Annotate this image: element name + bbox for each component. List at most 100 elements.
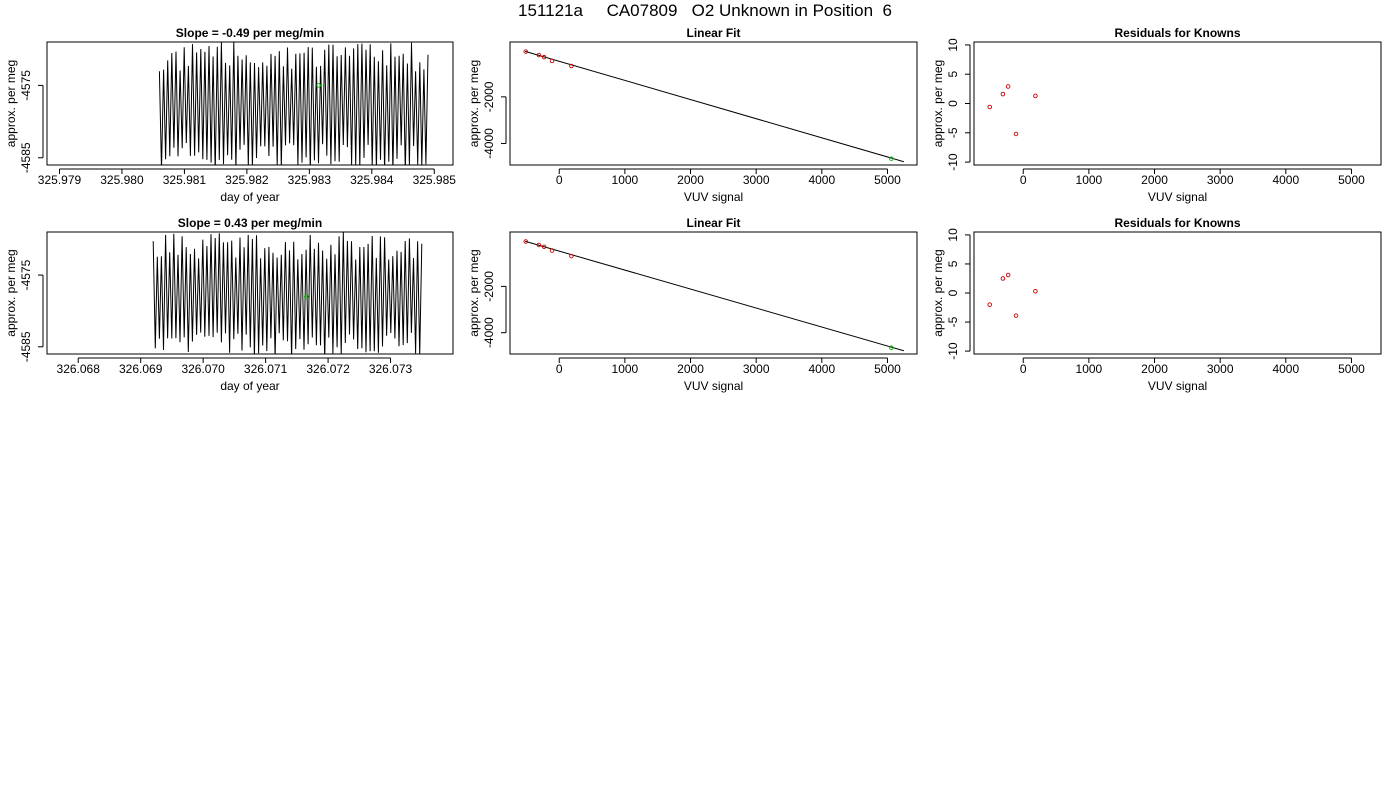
y-axis-label: approx. per meg	[931, 249, 945, 336]
x-axis-label: VUV signal	[684, 190, 743, 204]
x-tick-label: 3000	[743, 362, 770, 376]
x-tick-label: 326.069	[119, 362, 163, 376]
plot-area	[152, 232, 423, 354]
chart-title: Linear Fit	[686, 26, 740, 40]
series-line	[158, 42, 429, 165]
x-tick-label: 325.980	[100, 173, 144, 187]
data-point	[987, 104, 993, 110]
y-axis-label: approx. per meg	[467, 249, 481, 336]
plot-frame	[973, 41, 1382, 166]
y-tick-label: 5	[946, 71, 960, 78]
fit-line	[524, 240, 905, 352]
page-title: 151121a CA07809 O2 Unknown in Position 6	[518, 1, 892, 20]
data-point	[889, 345, 894, 350]
y-axis-label: approx. per meg	[4, 249, 18, 336]
data-point	[1013, 313, 1019, 318]
data-point	[303, 294, 309, 299]
data-point	[569, 253, 574, 259]
data-point	[316, 83, 321, 88]
x-tick-label: 325.985	[413, 173, 457, 187]
x-tick-label: 326.071	[244, 362, 288, 376]
data-point	[1013, 131, 1019, 137]
x-axis-label: VUV signal	[1148, 379, 1207, 393]
data-point	[1033, 93, 1038, 99]
x-tick-label: 0	[556, 173, 563, 187]
x-tick-label: 326.072	[306, 362, 350, 376]
series-line	[152, 232, 423, 354]
x-tick-label: 326.068	[57, 362, 101, 376]
x-tick-label: 1000	[1076, 173, 1103, 187]
y-axis-label: approx. per meg	[931, 60, 945, 147]
chart-panel-1: Slope = -0.49 per meg/min 325.979 325.980 3…	[4, 26, 456, 204]
data-point	[1005, 272, 1011, 278]
y-tick-label: 5	[946, 260, 960, 267]
x-tick-label: 325.982	[225, 173, 269, 187]
data-point	[523, 239, 529, 244]
chart-panel-5: Linear Fit 0 1000 2000 3000 4000 5000 VUV signa…	[467, 216, 918, 393]
plot-area	[158, 42, 429, 165]
plot-area	[523, 49, 905, 163]
plot-frame	[46, 41, 454, 166]
y-tick-label: -2000	[482, 271, 496, 302]
x-tick-label: 326.073	[369, 362, 413, 376]
x-tick-label: 5000	[1338, 173, 1365, 187]
data-point	[1000, 276, 1006, 281]
y-tick-label: -4575	[19, 70, 33, 101]
chart-title: Residuals for Knowns	[1114, 216, 1240, 230]
y-tick-label: -4000	[482, 317, 496, 348]
x-tick-label: 325.979	[38, 173, 82, 187]
y-tick-label: 0	[946, 289, 960, 296]
y-tick-label: 10	[946, 38, 960, 52]
x-tick-label: 1000	[1076, 362, 1103, 376]
y-axis-label: approx. per meg	[4, 60, 18, 147]
x-axis-label: VUV signal	[684, 379, 743, 393]
chart-panel-2: Linear Fit 0 1000 2000 3000 4000 5000 VUV signa…	[467, 26, 918, 204]
data-point	[987, 302, 993, 307]
data-point	[569, 63, 574, 69]
x-tick-label: 325.983	[288, 173, 332, 187]
x-tick-label: 1000	[612, 173, 639, 187]
data-point	[1005, 84, 1011, 89]
x-axis-label: VUV signal	[1148, 190, 1207, 204]
x-tick-label: 1000	[612, 362, 639, 376]
plot-area	[523, 239, 905, 352]
plot-area	[987, 84, 1038, 137]
x-tick-label: 4000	[808, 173, 835, 187]
x-tick-label: 2000	[1141, 173, 1168, 187]
plot-frame	[973, 231, 1382, 355]
x-tick-label: 3000	[1207, 173, 1234, 187]
y-tick-label: -4585	[19, 142, 33, 173]
x-tick-label: 4000	[1272, 362, 1299, 376]
chart-panel-6: Residuals for Knowns 0 1000 2000 3000 4000 500…	[931, 216, 1382, 393]
x-tick-label: 2000	[1141, 362, 1168, 376]
x-tick-label: 0	[1020, 173, 1027, 187]
x-tick-label: 4000	[808, 362, 835, 376]
fit-line	[524, 50, 905, 163]
y-axis-label: approx. per meg	[467, 60, 481, 147]
data-point	[523, 49, 529, 54]
x-tick-label: 5000	[874, 173, 901, 187]
x-tick-label: 5000	[874, 362, 901, 376]
y-tick-label: -4000	[482, 128, 496, 159]
data-point	[1033, 289, 1038, 294]
chart-panel-3: Residuals for Knowns 0 1000 2000 3000 4000 500…	[931, 26, 1382, 204]
x-tick-label: 0	[556, 362, 563, 376]
chart-title: Slope = 0.43 per meg/min	[178, 216, 322, 230]
data-point	[541, 244, 547, 250]
plot-frame	[46, 231, 454, 355]
y-tick-label: 10	[946, 228, 960, 242]
x-tick-label: 3000	[743, 173, 770, 187]
x-tick-label: 326.070	[181, 362, 225, 376]
x-axis-label: day of year	[220, 379, 279, 393]
y-tick-label: 0	[946, 100, 960, 107]
chart-panel-4: Slope = 0.43 per meg/min 326.068 326.069 32…	[4, 216, 454, 393]
y-tick-label: -4575	[19, 259, 33, 290]
y-tick-label: -5	[946, 316, 960, 327]
data-point	[536, 52, 542, 58]
data-point	[549, 248, 555, 253]
y-tick-label: -10	[946, 153, 960, 171]
x-axis-label: day of year	[220, 190, 279, 204]
plot-frame	[509, 41, 918, 166]
data-point	[889, 156, 894, 161]
